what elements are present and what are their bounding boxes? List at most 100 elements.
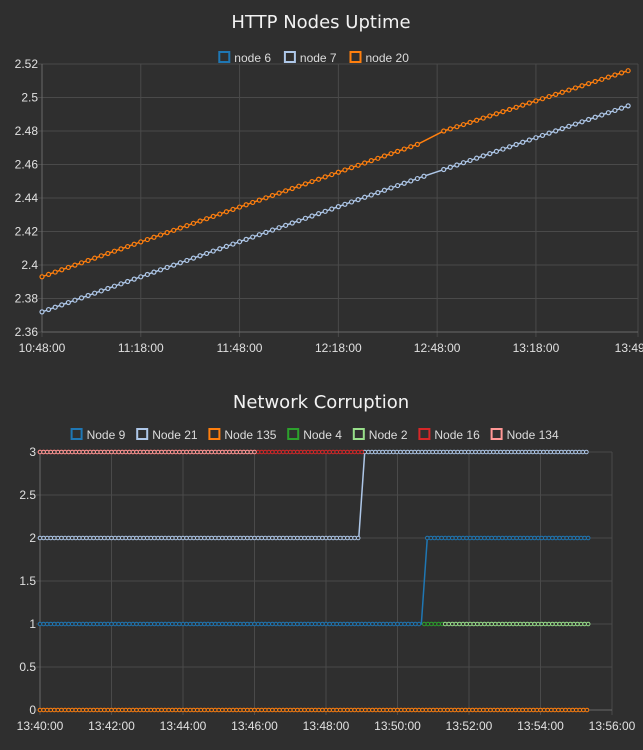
data-point <box>210 248 216 254</box>
series-node-9[interactable] <box>37 535 591 627</box>
data-point <box>105 535 111 541</box>
data-point <box>578 621 584 627</box>
data-point <box>166 707 171 713</box>
data-point <box>513 707 518 713</box>
data-point <box>366 449 371 455</box>
data-point <box>575 621 580 627</box>
data-point <box>180 707 186 713</box>
data-point <box>80 449 86 455</box>
legend-item[interactable]: node 20 <box>349 51 410 65</box>
data-point <box>506 707 511 713</box>
data-point <box>362 194 368 200</box>
legend-item[interactable]: node 7 <box>283 51 337 65</box>
data-point <box>59 621 64 627</box>
data-point <box>553 621 559 627</box>
data-point <box>291 707 297 713</box>
legend-item[interactable]: Node 21 <box>136 428 198 442</box>
data-point <box>363 707 368 713</box>
data-point <box>567 621 573 627</box>
data-point <box>123 535 129 541</box>
data-point <box>205 535 211 541</box>
legend-item[interactable]: Node 4 <box>287 428 342 442</box>
data-point <box>289 220 295 226</box>
data-point <box>236 239 243 245</box>
data-point <box>98 449 104 455</box>
data-point <box>355 449 361 455</box>
data-point <box>296 218 302 224</box>
data-point <box>230 707 236 713</box>
data-point <box>209 621 214 627</box>
data-point <box>245 535 250 541</box>
data-point <box>501 449 507 455</box>
legend-item[interactable]: node 6 <box>218 51 271 65</box>
data-point <box>509 449 514 455</box>
legend-item[interactable]: Node 9 <box>70 428 126 442</box>
data-point <box>323 621 329 627</box>
series-node-21[interactable] <box>37 449 589 541</box>
data-point <box>198 449 204 455</box>
data-point <box>352 621 357 627</box>
data-point <box>164 230 170 236</box>
data-point <box>388 707 393 713</box>
data-point <box>534 707 540 713</box>
data-point <box>581 707 586 713</box>
data-point <box>455 707 461 713</box>
series-node-135[interactable] <box>37 707 590 713</box>
x-tick-label: 11:48:00 <box>217 341 263 355</box>
data-point <box>191 535 197 541</box>
data-point <box>80 621 86 627</box>
data-point <box>66 535 71 541</box>
data-point <box>220 449 225 455</box>
data-point <box>447 164 453 170</box>
data-point <box>44 535 50 541</box>
data-point <box>612 72 618 78</box>
data-point <box>438 707 443 713</box>
data-point <box>130 621 136 627</box>
series-node-134[interactable] <box>37 449 257 455</box>
y-tick-label: 2.46 <box>15 158 39 172</box>
data-point <box>105 449 111 455</box>
data-point <box>241 621 247 627</box>
data-point <box>123 621 129 627</box>
data-point <box>169 707 175 713</box>
legend-item[interactable]: Node 2 <box>352 428 408 442</box>
data-point <box>69 535 75 541</box>
data-point <box>485 535 491 541</box>
data-point <box>245 707 250 713</box>
data-point <box>460 121 467 128</box>
data-point <box>98 621 104 627</box>
data-point <box>94 535 100 541</box>
data-point <box>255 621 261 627</box>
data-point <box>302 707 307 713</box>
data-point <box>471 621 477 627</box>
data-point <box>159 707 164 713</box>
series-node-2[interactable] <box>442 621 591 627</box>
x-tick-label: 13:40:00 <box>17 719 64 733</box>
data-point <box>243 202 249 208</box>
legend-item[interactable]: Node 135 <box>208 428 277 442</box>
data-point <box>322 174 328 180</box>
data-point <box>495 707 500 713</box>
data-point <box>112 707 118 713</box>
data-point <box>548 707 554 713</box>
data-point <box>592 78 598 85</box>
data-point <box>298 621 304 627</box>
data-point <box>62 449 68 455</box>
data-point <box>526 449 532 455</box>
data-point <box>599 76 605 82</box>
legend-item[interactable]: Node 16 <box>418 428 480 442</box>
series-node-4[interactable] <box>422 621 446 627</box>
series-node-20[interactable] <box>39 68 631 280</box>
data-point <box>531 707 536 713</box>
data-point <box>384 707 390 713</box>
data-point <box>52 535 57 541</box>
data-point <box>277 535 282 541</box>
data-point <box>148 621 154 627</box>
data-point <box>341 535 347 541</box>
data-point <box>195 707 200 713</box>
series-node-7[interactable] <box>39 103 631 315</box>
data-point <box>402 621 407 627</box>
legend-item[interactable]: Node 134 <box>490 428 559 442</box>
data-point <box>144 707 150 713</box>
data-point <box>137 449 143 455</box>
